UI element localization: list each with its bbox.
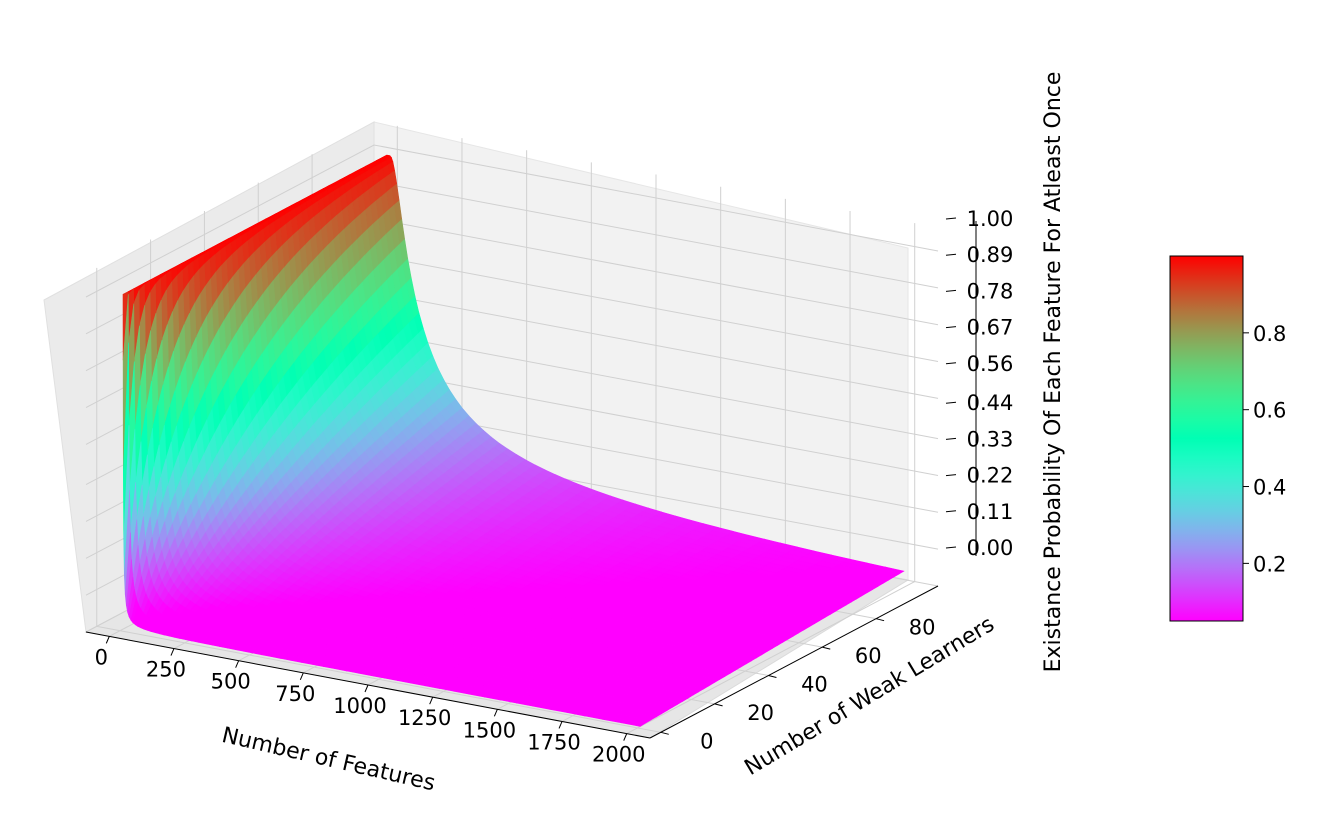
z-tick-mark	[945, 546, 957, 549]
z-tick-mark	[945, 253, 957, 256]
z-tick-label: 0.00	[967, 536, 1014, 560]
z-tick-mark	[945, 474, 957, 477]
x-tick-mark	[429, 696, 434, 705]
z-tick-label: 0.78	[967, 279, 1014, 303]
x-tick-label: 250	[146, 658, 186, 682]
x-axis-label: Number of Features	[219, 723, 437, 796]
x-tick-label: 1500	[463, 718, 516, 742]
x-axis-ticks: 0 250 500 750 1000 1250 1500 1750 2000	[95, 636, 645, 767]
x-tick-mark	[235, 660, 240, 668]
z-grid-line	[85, 144, 939, 298]
colorbar-tick-label: 0.2	[1253, 552, 1286, 576]
z-tick-label: 0.22	[967, 464, 1014, 488]
x-tick-mark	[170, 648, 175, 656]
z-tick-label: 0.33	[967, 427, 1014, 451]
y-tick-label: 60	[855, 644, 882, 668]
z-tick-mark	[945, 437, 957, 440]
colorbar-tick-label: 0.8	[1253, 322, 1286, 346]
z-tick-mark	[945, 217, 957, 220]
z-tick-mark	[945, 510, 957, 513]
z-tick-label: 0.56	[967, 352, 1014, 376]
x-tick-mark	[364, 684, 369, 693]
y-tick-label: 0	[700, 729, 713, 753]
z-tick-label: 0.44	[967, 391, 1014, 415]
y-axis-line	[649, 585, 939, 739]
z-tick-mark	[945, 289, 957, 292]
colorbar-tick-label: 0.4	[1253, 476, 1286, 500]
colorbar-ticks: 0.2 0.4 0.6 0.8	[1243, 322, 1286, 576]
x-tick-mark	[493, 709, 498, 717]
z-tick-label: 0.11	[967, 500, 1014, 524]
y-tick-mark	[714, 703, 723, 707]
z-tick-mark	[945, 401, 957, 404]
surface-plot	[122, 154, 905, 727]
z-tick-mark	[945, 362, 957, 365]
z-tick-label: 0.89	[967, 243, 1014, 267]
y-tick-mark	[768, 675, 777, 678]
colorbar-tick-label: 0.6	[1253, 399, 1286, 423]
y-tick-label: 80	[909, 616, 936, 640]
y-tick-mark	[660, 731, 669, 735]
x-tick-mark	[105, 636, 110, 644]
colorbar-bar	[1169, 255, 1244, 622]
y-tick-label: 20	[747, 701, 774, 725]
x-tick-label: 1250	[398, 706, 451, 730]
z-axis-label: Existance Probability Of Each Feature Fo…	[1041, 72, 1066, 673]
x-tick-mark	[558, 721, 563, 729]
y-axis-ticks: 0 20 40 60 80	[660, 616, 936, 753]
y-tick-label: 40	[801, 672, 828, 696]
z-axis-ticks: 0.00 0.11 0.22 0.33 0.44 0.56 0.67 0.78 0.89 1.00	[945, 207, 1014, 560]
x-tick-label: 1000	[333, 694, 386, 718]
colorbar: 0.2 0.4 0.6 0.8	[1169, 255, 1286, 622]
x-tick-label: 2000	[592, 743, 645, 767]
surface-facet	[620, 719, 647, 727]
y-tick-mark	[822, 646, 831, 650]
x-tick-mark	[299, 672, 304, 681]
x-tick-mark	[623, 733, 628, 741]
y-tick-mark	[875, 618, 885, 622]
z-tick-label: 1.00	[967, 207, 1014, 231]
z-tick-mark	[945, 326, 957, 329]
x-tick-label: 750	[275, 682, 315, 706]
x-tick-label: 1750	[527, 730, 580, 754]
x-tick-label: 0	[95, 645, 108, 669]
x-tick-label: 500	[211, 670, 251, 694]
z-tick-label: 0.67	[967, 316, 1014, 340]
